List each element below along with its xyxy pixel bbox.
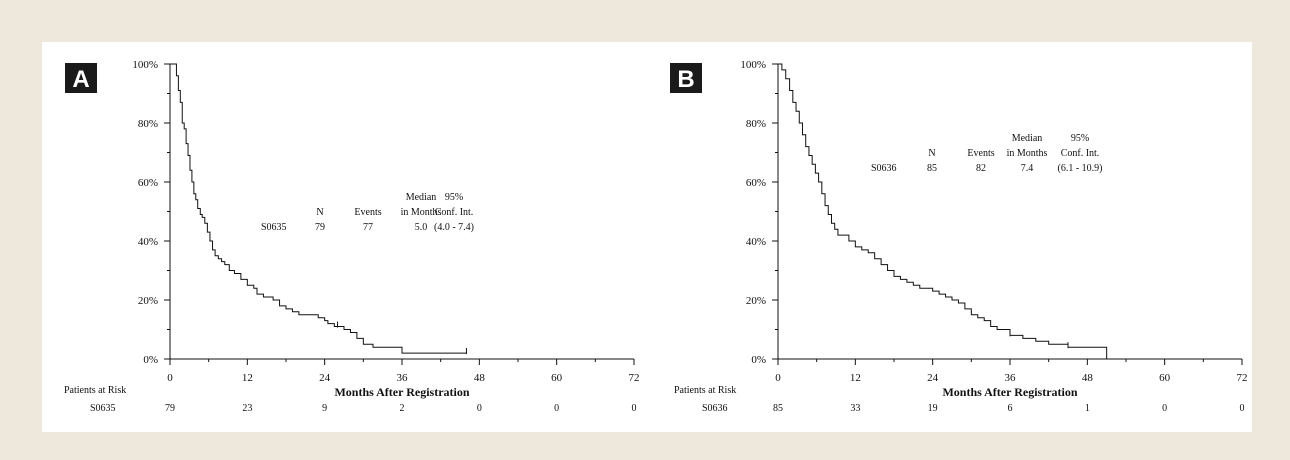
km-curve-s0635	[170, 63, 467, 354]
risk-value: 85	[773, 403, 783, 414]
risk-value: 0	[1240, 403, 1245, 414]
y-tick-label: 100%	[740, 59, 766, 71]
stats-group-label: S0635	[261, 222, 287, 233]
stats-group-label: S0636	[871, 163, 897, 174]
risk-title: Patients at Risk	[674, 385, 736, 396]
risk-title: Patients at Risk	[64, 385, 126, 396]
y-tick-label: 40%	[138, 236, 158, 248]
x-tick-label: 0	[167, 372, 173, 384]
risk-value: 19	[928, 403, 938, 414]
x-tick-label: 60	[551, 372, 563, 384]
stats-header: 95%	[445, 192, 463, 203]
y-tick-label: 60%	[746, 177, 766, 189]
risk-value: 0	[632, 403, 637, 414]
x-tick-label: 60	[1159, 372, 1171, 384]
panel-letter: B	[677, 66, 694, 93]
stats-header: Conf. Int.	[435, 207, 474, 218]
x-tick-label: 72	[1237, 372, 1248, 384]
stats-value: 85	[927, 163, 937, 174]
risk-value: 6	[1008, 403, 1013, 414]
stats-header: Median	[406, 192, 437, 203]
x-tick-label: 48	[474, 372, 486, 384]
y-tick-label: 0%	[751, 354, 766, 366]
x-tick-label: 12	[850, 372, 861, 384]
panel-letter-box	[65, 63, 97, 93]
x-axis-title: Months After Registration	[942, 385, 1077, 399]
chart-panel-a: A 0% 20% 40% 60% 80% 100% 0 12 24 36 48 60 72 Months A…	[64, 59, 640, 414]
x-tick-label: 24	[927, 372, 939, 384]
y-tick-label: 100%	[132, 59, 158, 71]
stats-header: Conf. Int.	[1061, 148, 1100, 159]
x-tick-label: 72	[629, 372, 640, 384]
stats-header: in Months	[401, 207, 442, 218]
km-curve-s0636	[778, 63, 1108, 359]
stats-header: Median	[1012, 133, 1043, 144]
stats-value: 7.4	[1021, 163, 1034, 174]
x-axis-title: Months After Registration	[334, 385, 469, 399]
risk-value: 79	[165, 403, 175, 414]
stats-value: 77	[363, 222, 373, 233]
panel-letter: A	[72, 66, 89, 93]
stats-value: (6.1 - 10.9)	[1058, 163, 1103, 174]
x-tick-label: 0	[775, 372, 781, 384]
risk-value: 1	[1085, 403, 1090, 414]
stats-header: 95%	[1071, 133, 1089, 144]
y-tick-label: 80%	[138, 118, 158, 130]
stats-header: N	[316, 207, 323, 218]
risk-label: S0635	[90, 403, 116, 414]
x-tick-label: 36	[1005, 372, 1017, 384]
x-tick-label: 48	[1082, 372, 1094, 384]
x-tick-label: 12	[242, 372, 253, 384]
y-tick-label: 20%	[138, 295, 158, 307]
risk-value: 0	[554, 403, 559, 414]
stats-header: in Months	[1007, 148, 1048, 159]
stats-header: N	[928, 148, 935, 159]
stats-header: Events	[967, 148, 994, 159]
risk-label: S0636	[702, 403, 728, 414]
figure-card: A 0% 20% 40% 60% 80% 100% 0 12 24 36 48 60 72 Months A…	[42, 42, 1252, 432]
stats-value: 82	[976, 163, 986, 174]
stats-value: 79	[315, 222, 325, 233]
risk-value: 0	[1162, 403, 1167, 414]
x-tick-label: 36	[397, 372, 409, 384]
stats-value: (4.0 - 7.4)	[434, 222, 474, 233]
y-tick-label: 20%	[746, 295, 766, 307]
y-tick-label: 0%	[143, 354, 158, 366]
risk-value: 2	[400, 403, 405, 414]
stats-header: Events	[354, 207, 381, 218]
y-tick-label: 40%	[746, 236, 766, 248]
y-tick-label: 80%	[746, 118, 766, 130]
risk-value: 9	[322, 403, 327, 414]
stats-value: 5.0	[415, 222, 428, 233]
x-tick-label: 24	[319, 372, 331, 384]
risk-value: 33	[850, 403, 860, 414]
y-tick-label: 60%	[138, 177, 158, 189]
risk-value: 0	[477, 403, 482, 414]
risk-value: 23	[242, 403, 252, 414]
panel-letter-box	[670, 63, 702, 93]
